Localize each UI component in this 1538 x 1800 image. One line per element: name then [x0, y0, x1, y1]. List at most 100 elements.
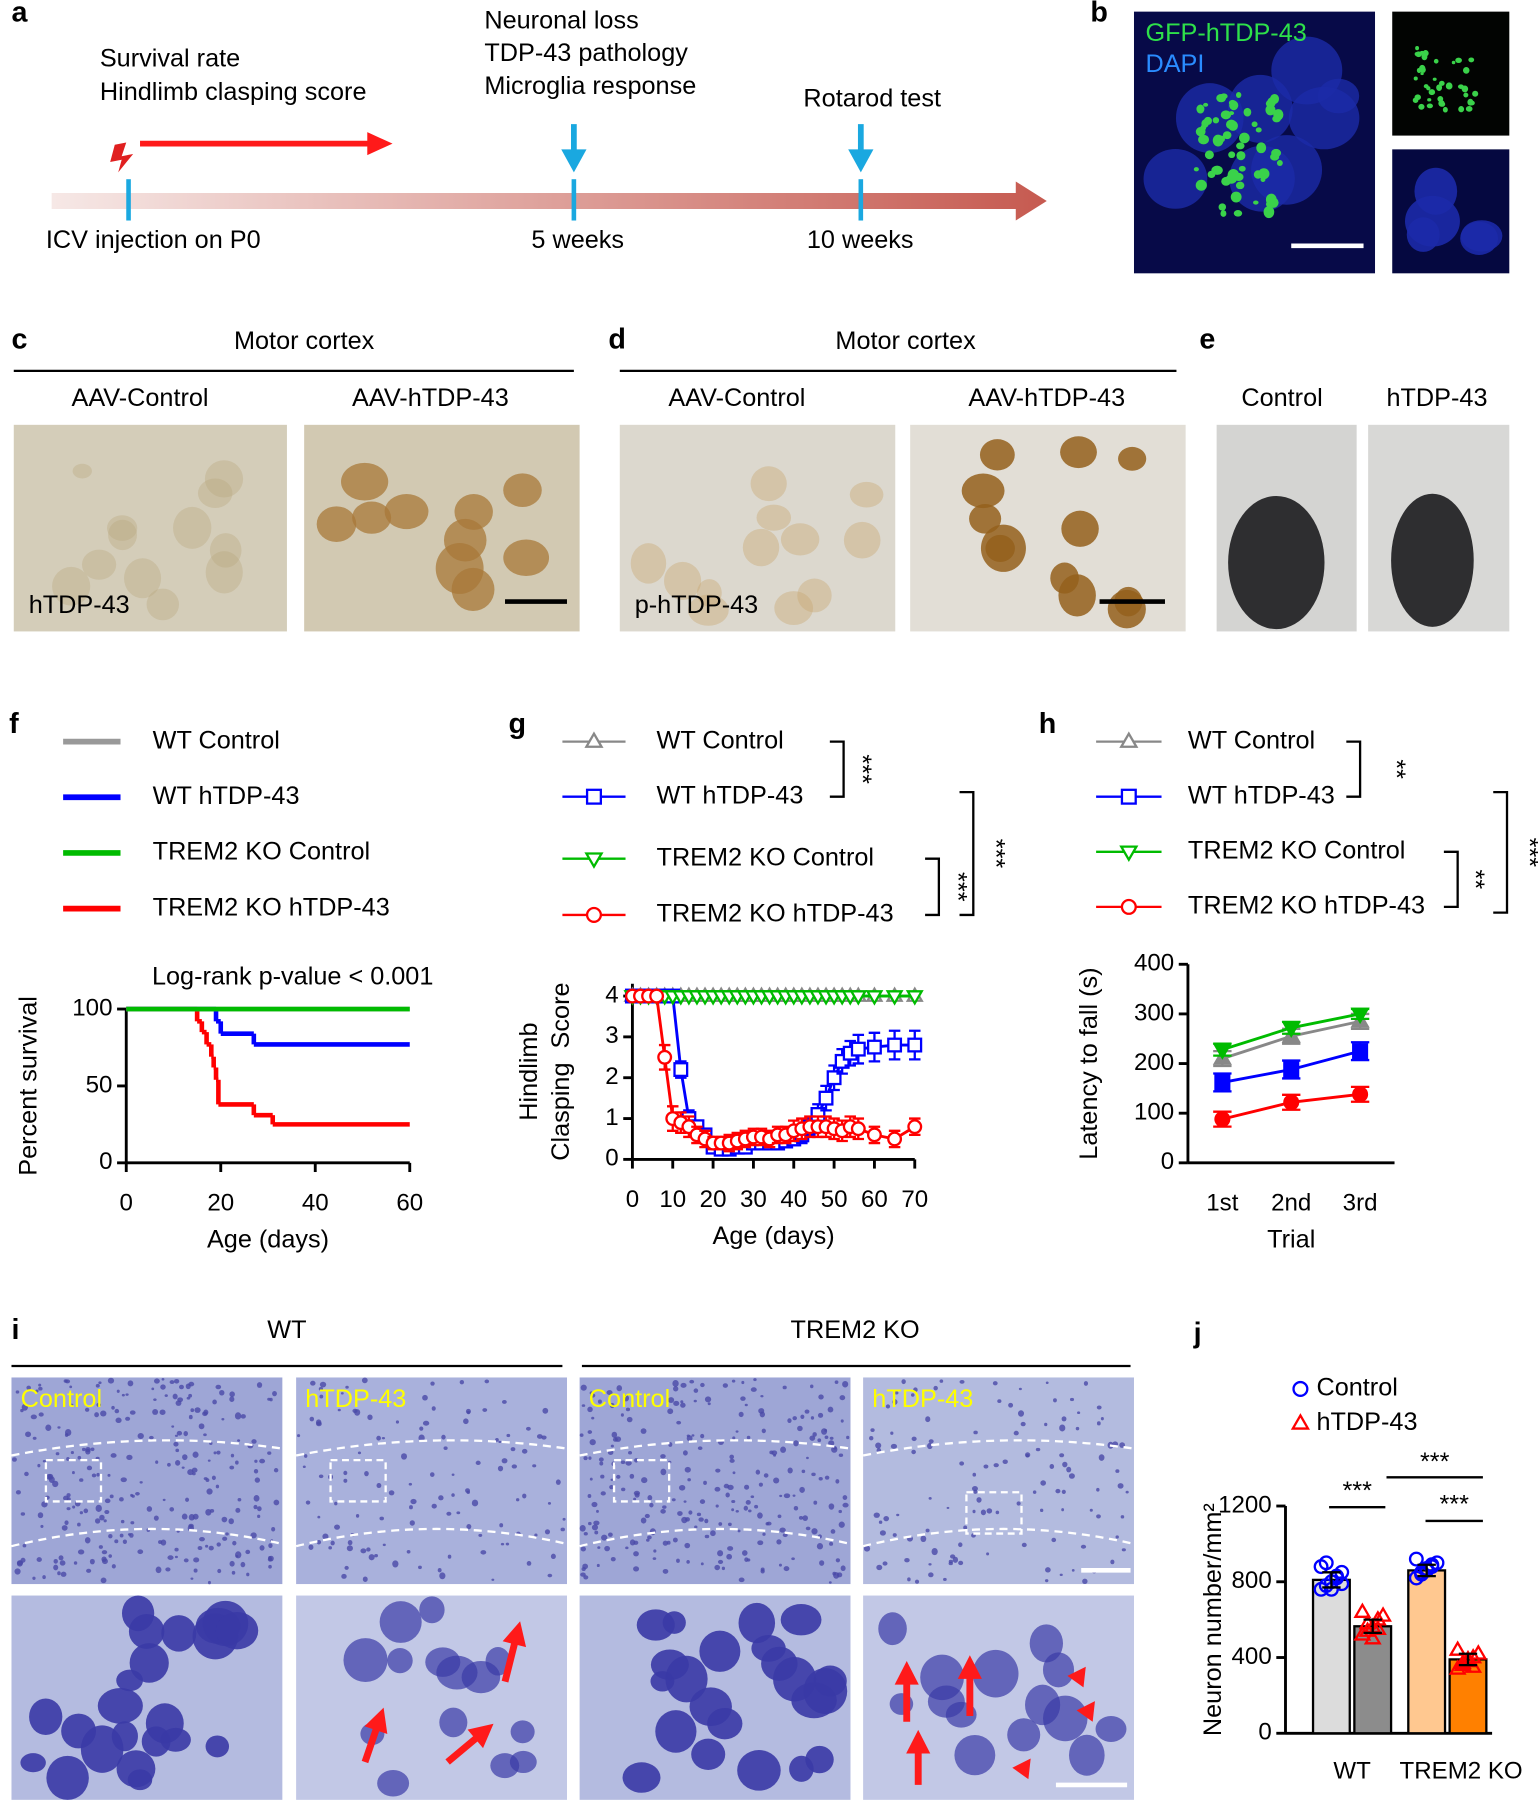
- cell: [1059, 1573, 1063, 1577]
- cell: [81, 549, 117, 580]
- cell: [633, 1490, 641, 1496]
- cell: [153, 1398, 157, 1401]
- cell: [600, 1474, 605, 1479]
- marker: [850, 1041, 866, 1057]
- cell: [1451, 60, 1456, 65]
- cell: [456, 1511, 461, 1515]
- marker: [1363, 1629, 1382, 1645]
- x-tick-label: 40: [780, 1186, 807, 1213]
- cell: [498, 1440, 502, 1444]
- cell: [1465, 106, 1473, 112]
- cell: [109, 1494, 114, 1499]
- cell: [221, 1418, 225, 1421]
- image-labels: Control hTDP-43 Control hTDP-43: [21, 1385, 1131, 1788]
- cell: [718, 1522, 723, 1526]
- cell: [268, 1555, 272, 1560]
- cell: [98, 1545, 103, 1549]
- significance-label: **: [1461, 870, 1489, 890]
- cell: [102, 1558, 108, 1565]
- cell: [114, 1408, 120, 1414]
- cell: [1420, 72, 1424, 76]
- cell: [580, 1572, 586, 1577]
- cell: [165, 1567, 171, 1572]
- bar: [1311, 1578, 1351, 1735]
- cell: [597, 1546, 601, 1549]
- cell: [317, 1515, 321, 1519]
- cell: [131, 1494, 135, 1498]
- cell: [697, 1446, 703, 1451]
- cell: [316, 1421, 322, 1427]
- cell: [52, 566, 91, 606]
- cell: [1025, 1684, 1061, 1726]
- cell: [838, 1521, 845, 1528]
- cell: [84, 1537, 91, 1544]
- cell: [1193, 167, 1199, 172]
- cell: [946, 1506, 950, 1510]
- cell: [161, 1377, 165, 1381]
- cell: [997, 1399, 1002, 1404]
- cell: [1468, 57, 1475, 63]
- cell: [1077, 1411, 1081, 1415]
- channel-label: GFP-hTDP-43: [1145, 19, 1306, 47]
- cell: [107, 515, 138, 541]
- cell: [1024, 1452, 1031, 1458]
- cell: [526, 1426, 531, 1431]
- cell: [746, 1558, 751, 1562]
- stain-label: p-hTDP-43: [635, 591, 759, 619]
- cell: [992, 1381, 998, 1386]
- cell: [158, 1540, 163, 1545]
- cell: [647, 1535, 652, 1540]
- cell: [710, 1530, 716, 1537]
- cell: [126, 1454, 133, 1460]
- x-axis-label: Age (days): [207, 1226, 329, 1254]
- cell: [98, 1381, 102, 1385]
- cell: [119, 1497, 124, 1502]
- cell: [588, 1521, 592, 1526]
- cell: [1098, 1454, 1105, 1461]
- cell: [774, 591, 814, 625]
- cell: [1428, 89, 1436, 96]
- cell: [193, 1557, 200, 1563]
- cell: [797, 578, 832, 613]
- cell: [400, 1453, 408, 1460]
- cell: [22, 1543, 27, 1548]
- cell: [221, 1516, 228, 1523]
- cell: [130, 1521, 135, 1525]
- cell: [580, 1546, 586, 1552]
- marker: [673, 1062, 689, 1078]
- cell: [812, 1432, 817, 1437]
- cell: [15, 1390, 20, 1394]
- cell: [1415, 46, 1420, 51]
- cell: [125, 1416, 131, 1421]
- cell: [94, 1412, 99, 1418]
- cell: [430, 1381, 435, 1386]
- cell: [83, 1508, 89, 1514]
- cell: [510, 1447, 516, 1452]
- cell: [863, 1545, 871, 1552]
- cell: [436, 1655, 478, 1690]
- cell: [1212, 117, 1220, 124]
- cell: [920, 1535, 927, 1543]
- cell: [198, 1423, 205, 1430]
- cell: [259, 1458, 266, 1464]
- cell: [667, 1397, 675, 1403]
- panel-letter: c: [11, 324, 27, 356]
- cell: [114, 1539, 119, 1544]
- y-tick-label: 4: [605, 981, 618, 1008]
- cell: [96, 1402, 102, 1408]
- cell: [717, 1559, 724, 1564]
- cell: [418, 1565, 422, 1570]
- y-axis-label: Latency to fall (s): [1075, 967, 1103, 1159]
- cell: [1413, 76, 1418, 81]
- cell: [205, 1478, 210, 1483]
- cell: [366, 1547, 371, 1552]
- cell: [209, 533, 242, 568]
- cell: [215, 1384, 222, 1390]
- panel-i-images: [11, 1377, 1135, 1800]
- cell: [108, 519, 137, 551]
- cell: [192, 1513, 199, 1520]
- marker: [1350, 1007, 1370, 1025]
- cell: [610, 1557, 616, 1562]
- cell: [20, 1753, 46, 1773]
- cell: [94, 1518, 101, 1524]
